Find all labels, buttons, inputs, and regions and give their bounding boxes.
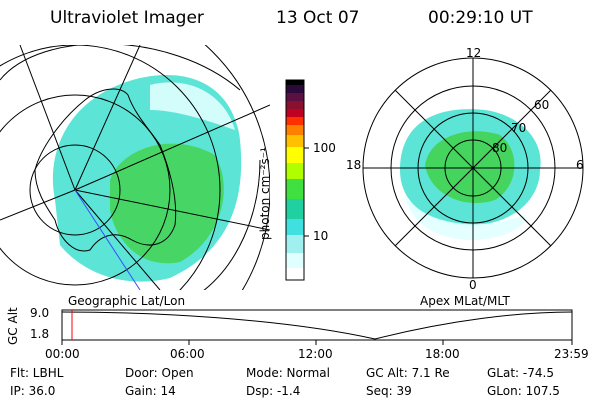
footer-filter: Flt: LBHL <box>10 366 64 380</box>
altitude-plot <box>61 309 573 345</box>
altitude-ymax: 9.0 <box>30 306 50 320</box>
mlat-label-70: 70 <box>511 121 527 135</box>
time-tick-2359: 23:59 <box>554 347 589 361</box>
footer-glon: GLon: 107.5 <box>487 384 560 398</box>
mlt-label-6: 6 <box>576 158 584 172</box>
altitude-ylabel: GC Alt <box>6 307 20 345</box>
colorbar-tick-100: 100 <box>313 141 336 155</box>
colorbar-tick-10: 10 <box>313 229 329 243</box>
footer-mode: Mode: Normal <box>246 366 330 380</box>
footer-ip: IP: 36.0 <box>10 384 56 398</box>
mlat-label-80: 80 <box>492 141 508 155</box>
mlt-label-0: 0 <box>469 278 477 292</box>
date-label: 13 Oct 07 <box>276 8 360 28</box>
polar-map <box>362 57 584 279</box>
footer-seq: Seq: 39 <box>366 384 412 398</box>
time-label: 00:29:10 UT <box>428 8 533 28</box>
time-tick-1200: 12:00 <box>298 347 333 361</box>
time-tick-0600: 06:00 <box>170 347 205 361</box>
footer-gain: Gain: 14 <box>125 384 176 398</box>
mlt-label-12: 12 <box>466 46 482 60</box>
mlt-label-18: 18 <box>346 158 362 172</box>
color-bar <box>285 79 309 281</box>
footer-dsp: Dsp: -1.4 <box>246 384 301 398</box>
mlat-label-60: 60 <box>534 98 550 112</box>
altitude-ymin: 1.8 <box>30 327 50 341</box>
colorbar-unit-label: photon cm⁻²s⁻¹ <box>258 147 272 240</box>
app-title: Ultraviolet Imager <box>50 8 204 28</box>
right-map-projection-label: Apex MLat/MLT <box>420 294 510 308</box>
left-aurora-core <box>110 143 224 264</box>
left-map-projection-label: Geographic Lat/Lon <box>68 294 186 308</box>
footer-glat: GLat: -74.5 <box>487 366 554 380</box>
footer-door: Door: Open <box>125 366 194 380</box>
footer-gc-alt: GC Alt: 7.1 Re <box>366 366 450 380</box>
time-tick-1800: 18:00 <box>425 347 460 361</box>
altitude-curve <box>61 311 573 340</box>
time-tick-0000: 00:00 <box>45 347 80 361</box>
